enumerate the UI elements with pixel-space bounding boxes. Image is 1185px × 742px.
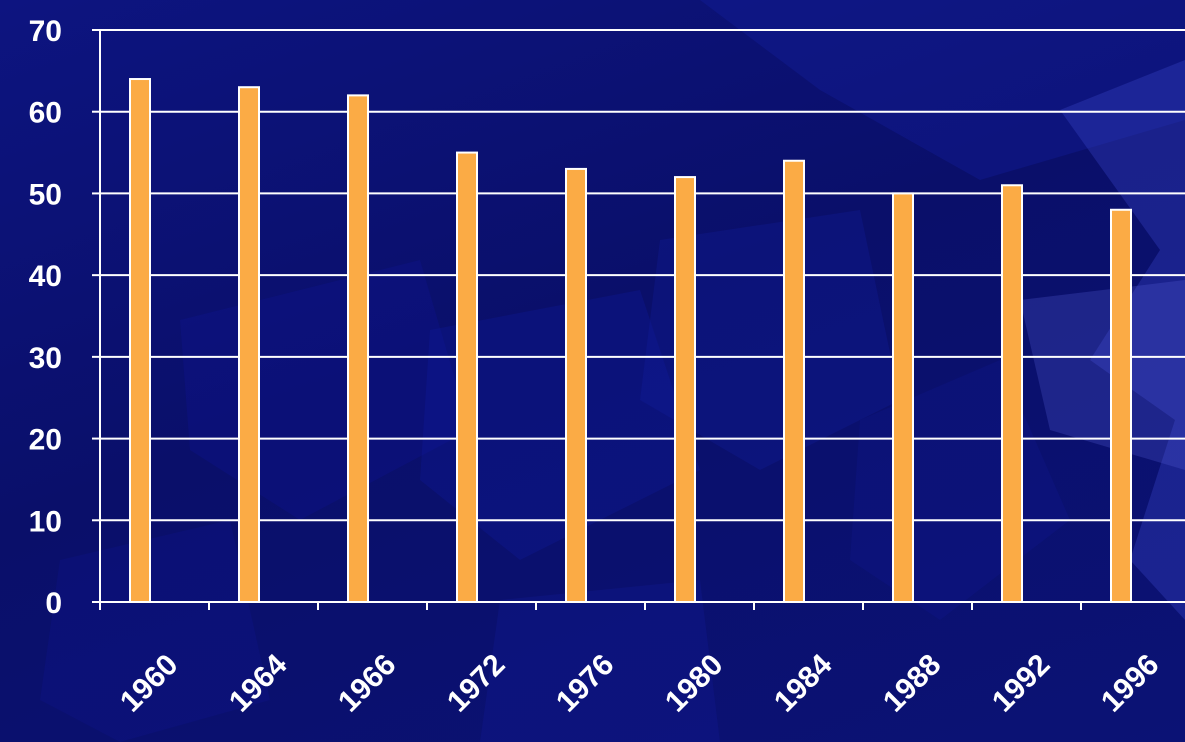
bar-1996 (1110, 208, 1132, 603)
x-category-label-1992: 1992 (986, 648, 1057, 719)
y-axis-tick-labels: 0 10 20 30 40 50 60 70 (29, 15, 100, 620)
bar-1984 (783, 159, 805, 603)
x-category-label-1988: 1988 (877, 648, 948, 719)
x-category-label-1980: 1980 (659, 648, 730, 719)
y-tick-label-50: 50 (29, 178, 62, 211)
bar-1980 (674, 176, 696, 603)
x-category-label-1976: 1976 (550, 648, 621, 719)
y-tick-label-40: 40 (29, 260, 62, 293)
bars (129, 78, 1132, 604)
x-category-label-1960: 1960 (114, 648, 185, 719)
bar-1976 (565, 167, 587, 604)
axes (99, 30, 1185, 603)
bar-1966 (347, 94, 369, 603)
y-tick-label-0: 0 (45, 587, 62, 620)
y-tick-label-70: 70 (29, 15, 62, 48)
bar-1992 (1001, 184, 1023, 603)
y-tick-label-60: 60 (29, 97, 62, 130)
x-category-label-1966: 1966 (332, 648, 403, 719)
x-axis-category-labels: 1960 1964 1966 1972 1976 1980 1984 1988 1992 1996 (114, 648, 1166, 719)
x-category-label-1984: 1984 (768, 648, 839, 719)
bar-1972 (456, 151, 478, 603)
y-tick-label-10: 10 (29, 505, 62, 538)
bar-1960 (129, 78, 151, 604)
y-tick-label-20: 20 (29, 424, 62, 457)
bar-1964 (238, 86, 260, 603)
x-category-label-1972: 1972 (441, 648, 512, 719)
y-tick-label-30: 30 (29, 342, 62, 375)
x-category-label-1996: 1996 (1095, 648, 1166, 719)
x-axis-tick-marks (99, 602, 1082, 610)
x-category-label-1964: 1964 (223, 648, 294, 719)
bar-1988 (892, 192, 914, 604)
